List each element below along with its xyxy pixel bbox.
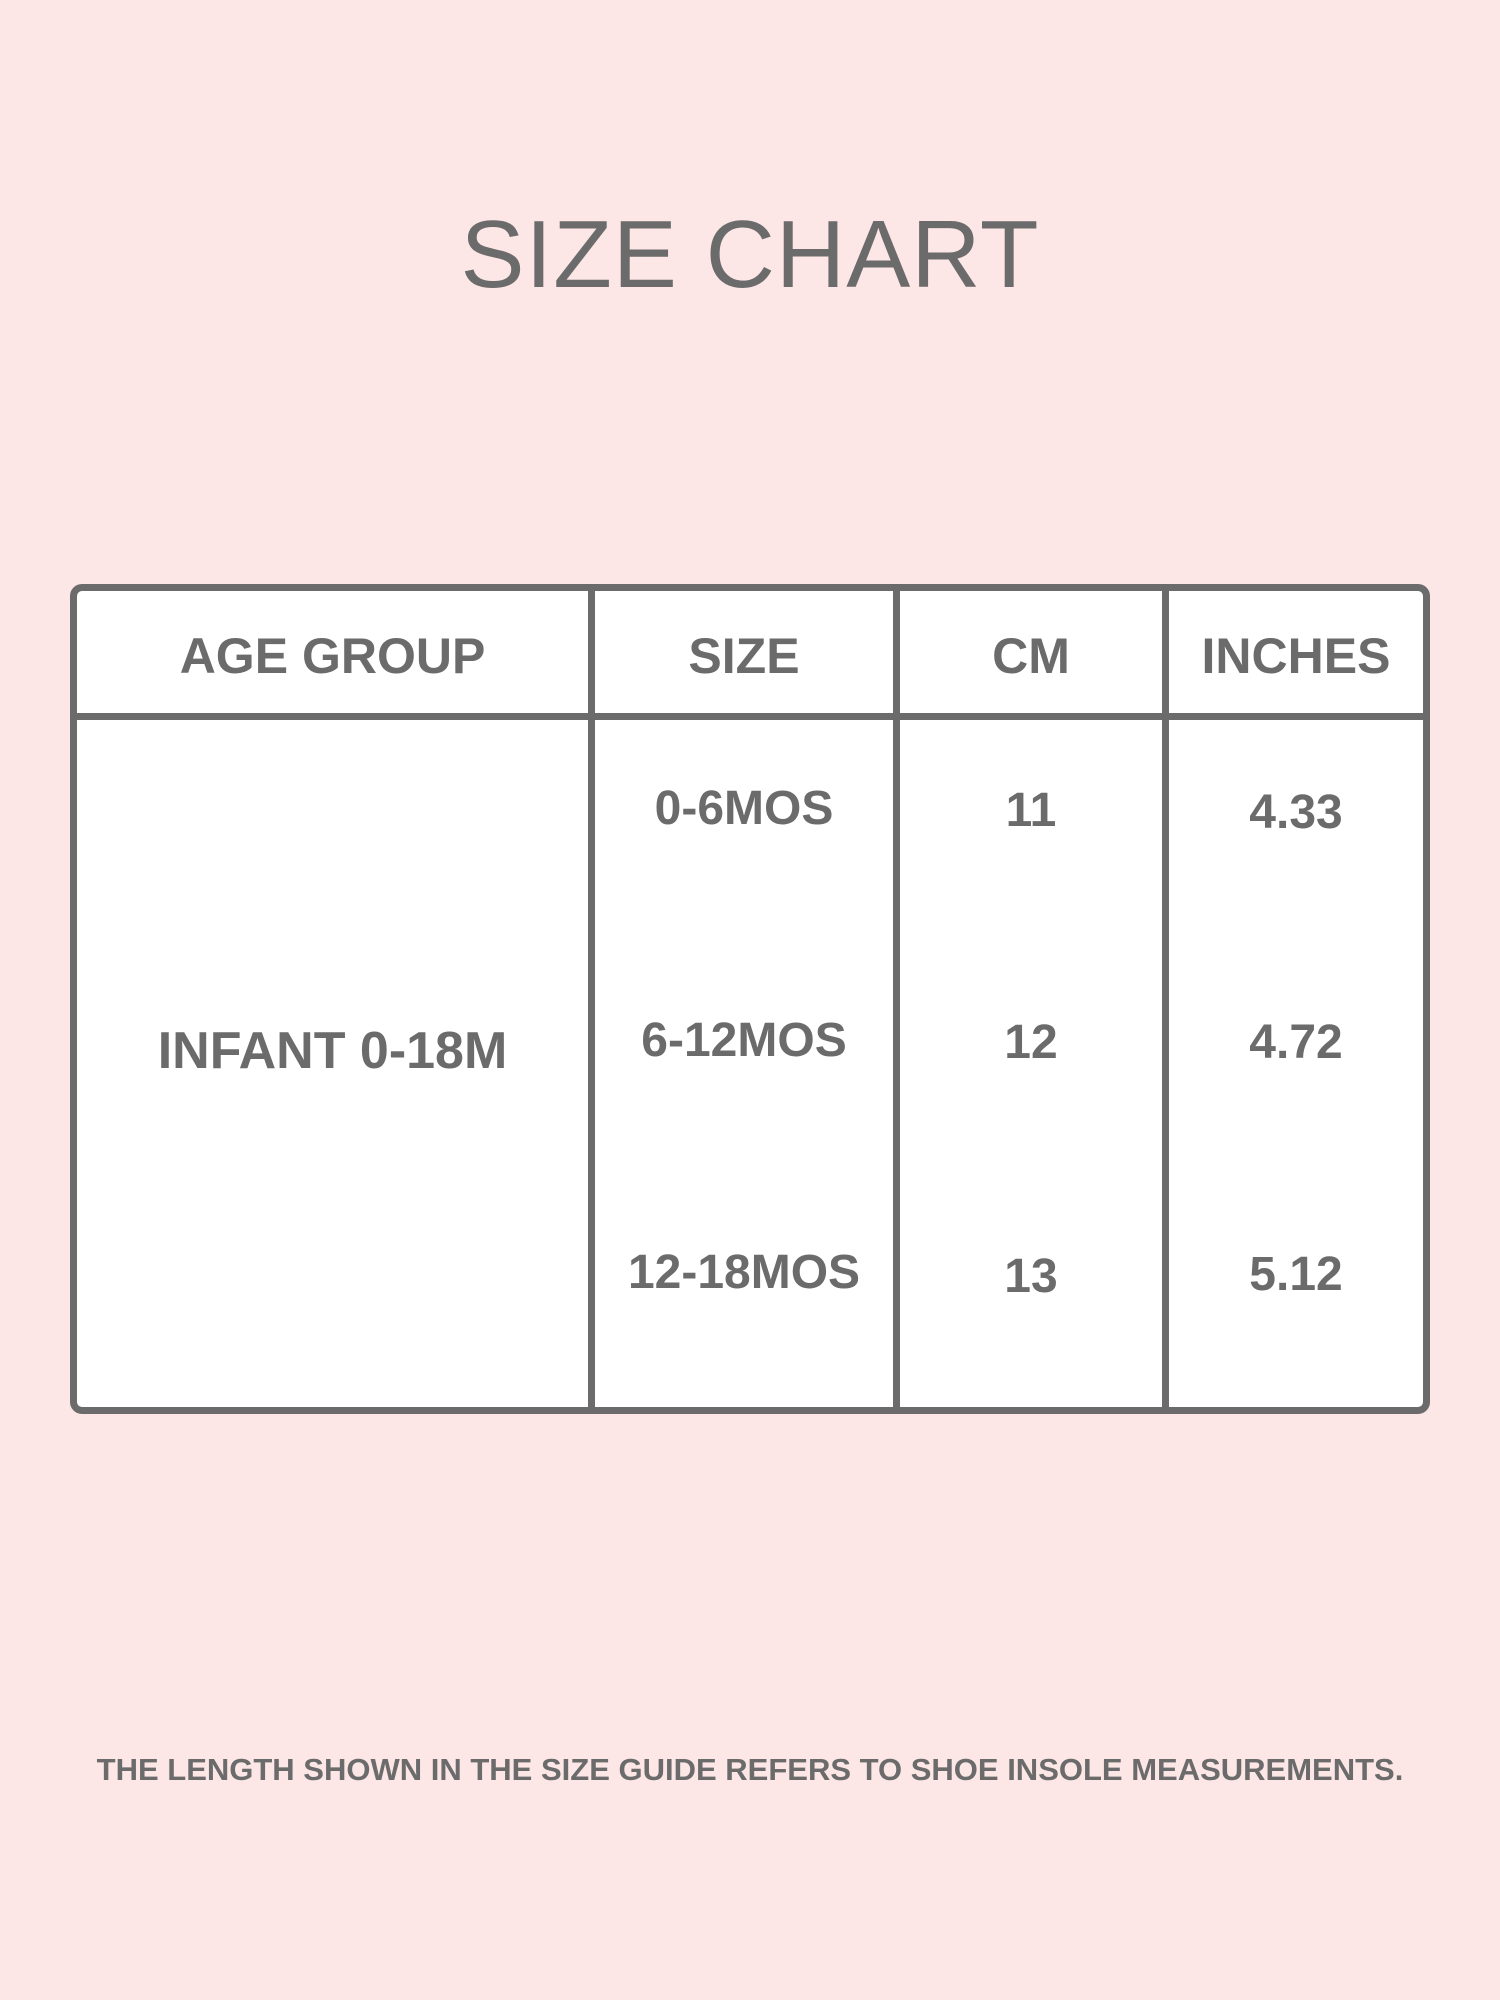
column-divider bbox=[588, 591, 595, 1407]
size-cell: 0-6MOS bbox=[654, 782, 834, 835]
size-cell: 6-12MOS bbox=[641, 1014, 847, 1067]
age-group-cell: INFANT 0-18M bbox=[157, 1022, 508, 1080]
size-table: AGE GROUP SIZE CM INCHES INFANT 0-18M 0-… bbox=[70, 584, 1430, 1414]
column-divider bbox=[893, 591, 900, 1407]
inches-cell: 4.72 bbox=[1249, 1016, 1343, 1069]
inches-cell: 5.12 bbox=[1249, 1248, 1343, 1301]
header-age-group: AGE GROUP bbox=[179, 628, 486, 684]
inches-cell: 4.33 bbox=[1249, 786, 1343, 839]
header-cm: CM bbox=[992, 628, 1070, 684]
header-size: SIZE bbox=[688, 628, 800, 684]
column-divider bbox=[1162, 591, 1169, 1407]
header-inches: INCHES bbox=[1201, 628, 1391, 684]
size-cell: 12-18MOS bbox=[627, 1246, 861, 1299]
header-divider bbox=[77, 713, 1423, 720]
cm-cell: 12 bbox=[1004, 1016, 1058, 1069]
cm-cell: 13 bbox=[1004, 1250, 1058, 1303]
footer-note: THE LENGTH SHOWN IN THE SIZE GUIDE REFER… bbox=[96, 1752, 1404, 1787]
page-title: SIZE CHART bbox=[460, 201, 1040, 308]
cm-cell: 11 bbox=[1005, 784, 1057, 837]
